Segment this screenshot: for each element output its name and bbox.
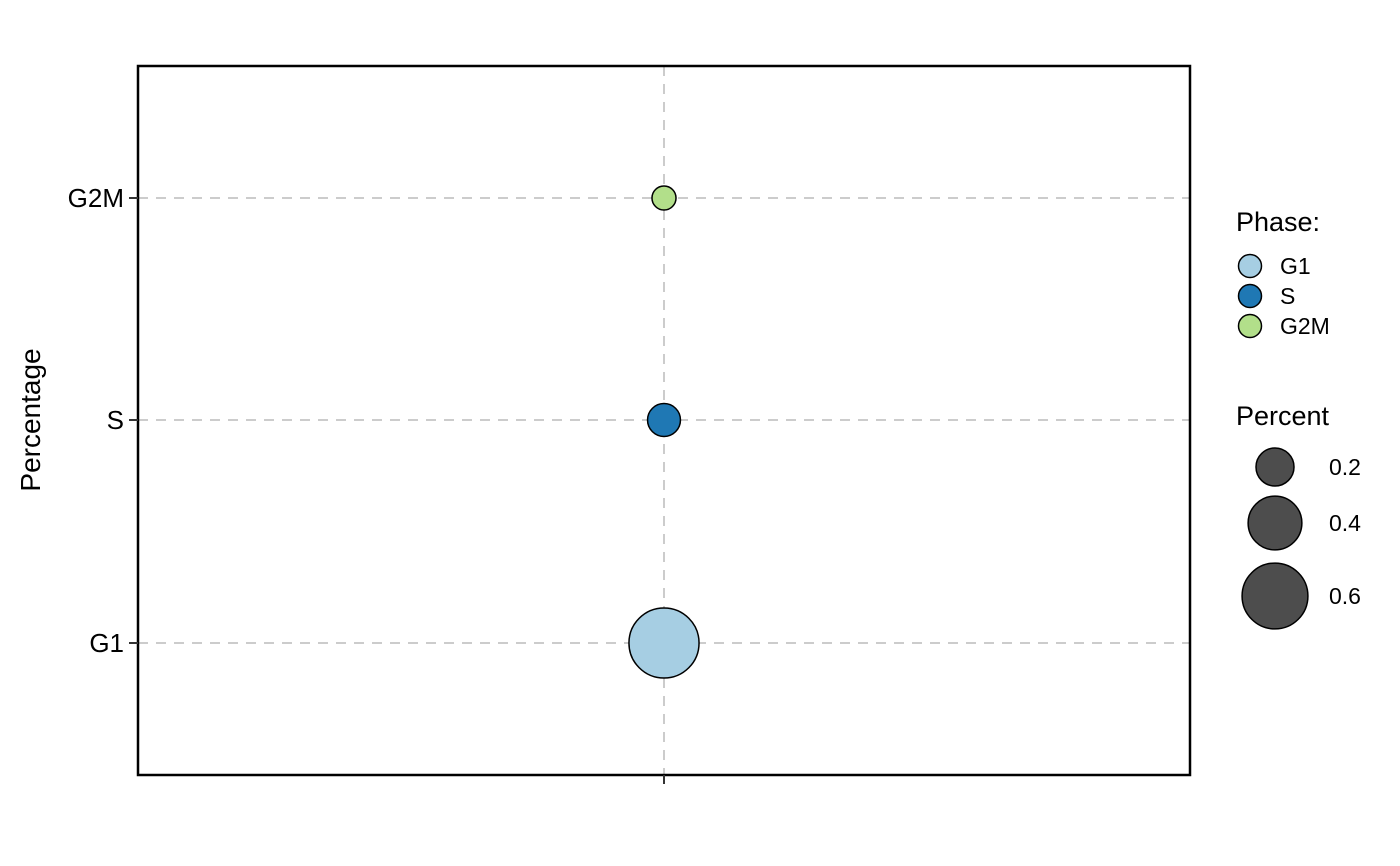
legend-size-key-3 — [1241, 562, 1309, 630]
legend-key-s — [1237, 283, 1263, 309]
legend-label-g1: G1 — [1280, 253, 1311, 279]
data-points — [628, 185, 700, 679]
legend-size-key-1 — [1255, 447, 1295, 487]
legend-size-title: Percent — [1236, 401, 1330, 431]
point-s — [646, 402, 682, 438]
legend-key-g2m — [1237, 313, 1263, 339]
y-tick-label-g2m: G2M — [68, 183, 124, 213]
legend-phase-title: Phase: — [1236, 207, 1320, 237]
legend-size-key-2 — [1247, 495, 1303, 551]
y-axis-title: Percentage — [15, 348, 46, 491]
legend-phase: Phase: G1 S G2M — [1236, 207, 1330, 339]
legend-size-label-2: 0.4 — [1329, 510, 1361, 536]
point-g2m — [651, 185, 677, 211]
legend-size-label-1: 0.2 — [1329, 454, 1361, 480]
legend-label-s: S — [1280, 283, 1295, 309]
y-axis: G1 S G2M — [68, 183, 665, 784]
point-g1 — [628, 607, 700, 679]
legend-key-g1 — [1237, 253, 1263, 279]
legend-size: Percent 0.2 0.4 0.6 — [1236, 401, 1361, 630]
y-tick-label-g1: G1 — [89, 628, 124, 658]
legend-label-g2m: G2M — [1280, 313, 1330, 339]
y-tick-label-s: S — [107, 405, 124, 435]
legend-size-label-3: 0.6 — [1329, 583, 1361, 609]
